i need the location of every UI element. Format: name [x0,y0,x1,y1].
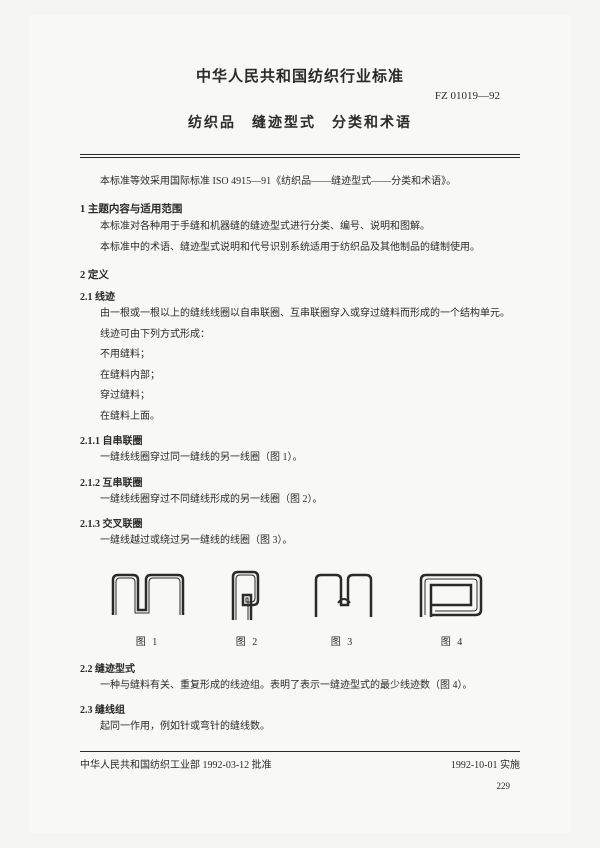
stitch-diagram-icon [413,565,493,625]
section-2-heading: 2 定义 [80,267,520,282]
figure-2-label: 图 2 [223,633,273,648]
section-2-2-p: 一种与缝料有关、重复形成的线迹组。表明了表示一缝迹型式的最少线迹数（图 4）。 [80,677,520,696]
footer-right: 1992-10-01 实施 [451,756,520,771]
subtitle-part-1: 纺织品 [188,116,236,131]
standard-number: FZ 01019—92 [80,90,520,102]
section-2-1-1-p: 一缝线线圈穿过同一缝线的另一线圈（图 1）。 [80,449,520,468]
divider-thin [80,157,520,158]
footer: 中华人民共和国纺织工业部 1992-03-12 批准 1992-10-01 实施 [80,756,520,771]
section-2-1-l4: 在缝料上面。 [80,408,520,427]
section-2-1-2-heading: 2.1.2 互串联圈 [80,474,520,489]
subtitle-part-3: 分类和术语 [332,116,412,131]
figure-1-label: 图 1 [108,633,188,648]
section-2-1-l1: 不用缝料； [80,346,520,365]
section-2-1-l2: 在缝料内部； [80,367,520,386]
stitch-diagram-icon [108,565,188,625]
figure-4: 图 4 [413,565,493,648]
figure-1: 图 1 [108,565,188,648]
section-2-1-l3: 穿过缝料； [80,387,520,406]
stitch-diagram-icon [223,565,273,625]
section-2-1-p1: 由一根或一根以上的缝线线圈以自串联圈、互串联圈穿入或穿过缝料而形成的一个结构单元… [80,305,520,324]
figure-3-label: 图 3 [308,633,378,648]
intro-paragraph: 本标准等效采用国际标准 ISO 4915—91《纺织品——缝迹型式——分类和术语… [80,172,520,191]
subtitle-part-2: 缝迹型式 [252,116,316,131]
document-page: 中华人民共和国纺织行业标准 FZ 01019—92 纺织品 缝迹型式 分类和术语 本… [30,15,570,833]
divider-thick [80,154,520,155]
section-2-1-3-heading: 2.1.3 交叉联圈 [80,515,520,530]
section-2-1-1-heading: 2.1.1 自串联圈 [80,432,520,447]
figure-row: 图 1 图 2 图 3 图 4 [80,565,520,648]
section-2-3-p: 起同一作用，例如针或弯针的缝线数。 [80,718,520,737]
section-1-heading: 1 主题内容与适用范围 [80,201,520,216]
section-2-1-2-p: 一缝线线圈穿过不同缝线形成的另一线圈（图 2）。 [80,491,520,510]
section-2-2-heading: 2.2 缝迹型式 [80,660,520,675]
section-2-1-heading: 2.1 线迹 [80,288,520,303]
footer-divider [80,751,520,752]
section-2-1-3-p: 一缝线越过或绕过另一缝线的线圈（图 3）。 [80,532,520,551]
section-2-1-p2: 线迹可由下列方式形成： [80,326,520,345]
main-title: 中华人民共和国纺织行业标准 [80,65,520,86]
stitch-diagram-icon [308,565,378,625]
page-number: 229 [80,781,520,791]
figure-3: 图 3 [308,565,378,648]
footer-left: 中华人民共和国纺织工业部 1992-03-12 批准 [80,756,272,771]
section-2-3-heading: 2.3 缝线组 [80,701,520,716]
figure-2: 图 2 [223,565,273,648]
section-1-p1: 本标准对各种用于手缝和机器缝的缝迹型式进行分类、编号、说明和图解。 [80,218,520,237]
figure-4-label: 图 4 [413,633,493,648]
subtitle: 纺织品 缝迹型式 分类和术语 [80,112,520,132]
section-1-p2: 本标准中的术语、缝迹型式说明和代号识别系统适用于纺织品及其他制品的缝制使用。 [80,239,520,258]
